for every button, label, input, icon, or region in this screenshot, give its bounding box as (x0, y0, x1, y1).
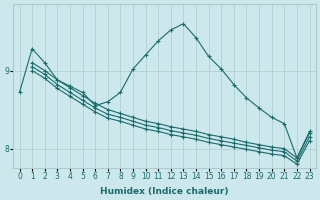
X-axis label: Humidex (Indice chaleur): Humidex (Indice chaleur) (100, 187, 229, 196)
